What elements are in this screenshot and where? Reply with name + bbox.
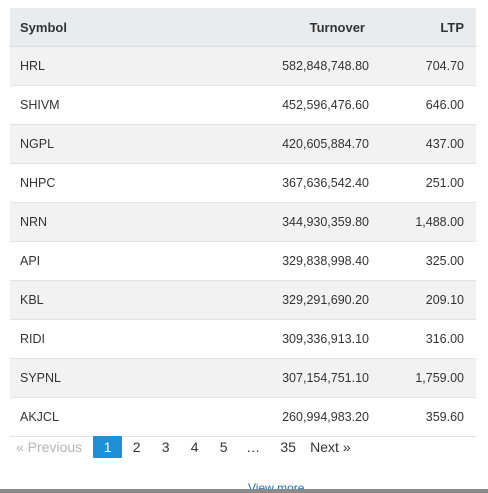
cell-ltp: 1,488.00 <box>369 202 476 242</box>
table-row: KBL 329,291,690.20 209.10 <box>10 280 476 320</box>
bottom-edge-bar <box>0 489 488 493</box>
cell-symbol: KBL <box>10 280 140 320</box>
table-row: HRL 582,848,748.80 704.70 <box>10 46 476 86</box>
page-2-button[interactable]: 2 <box>132 439 141 455</box>
table-row: SYPNL 307,154,751.10 1,759.00 <box>10 358 476 398</box>
cell-ltp: 316.00 <box>369 319 476 359</box>
view-more-link[interactable]: View more <box>248 482 305 489</box>
column-header-symbol[interactable]: Symbol <box>10 8 140 47</box>
cell-symbol: SHIVM <box>10 85 140 125</box>
table-row: RIDI 309,336,913.10 316.00 <box>10 319 476 359</box>
pagination-ellipsis: … <box>246 439 261 455</box>
cell-turnover: 307,154,751.10 <box>140 358 369 398</box>
cell-turnover: 329,291,690.20 <box>140 280 369 320</box>
cell-ltp: 359.60 <box>369 397 476 437</box>
cell-symbol: NGPL <box>10 124 140 164</box>
cell-turnover: 344,930,359.80 <box>140 202 369 242</box>
cell-ltp: 325.00 <box>369 241 476 281</box>
cell-ltp: 704.70 <box>369 46 476 86</box>
table-row: NGPL 420,605,884.70 437.00 <box>10 124 476 164</box>
cell-ltp: 646.00 <box>369 85 476 125</box>
column-header-turnover[interactable]: Turnover <box>140 8 369 47</box>
page-3-button[interactable]: 3 <box>161 439 170 455</box>
cell-symbol: NRN <box>10 202 140 242</box>
cell-turnover: 367,636,542.40 <box>140 163 369 203</box>
cell-turnover: 260,994,983.20 <box>140 397 369 437</box>
cell-turnover: 582,848,748.80 <box>140 46 369 86</box>
turnover-table: Symbol Turnover LTP HRL 582,848,748.80 7… <box>10 8 476 437</box>
cell-turnover: 420,605,884.70 <box>140 124 369 164</box>
pagination: « Previous 1 2 3 4 5 … 35 Next » <box>16 436 351 458</box>
previous-page-button[interactable]: « Previous <box>16 439 83 455</box>
table-header-row: Symbol Turnover LTP <box>10 8 476 47</box>
turnover-table-container: Symbol Turnover LTP HRL 582,848,748.80 7… <box>10 8 476 437</box>
cell-turnover: 329,838,998.40 <box>140 241 369 281</box>
table-row: NHPC 367,636,542.40 251.00 <box>10 163 476 203</box>
page-5-button[interactable]: 5 <box>219 439 228 455</box>
page-4-button[interactable]: 4 <box>190 439 199 455</box>
next-page-button[interactable]: Next » <box>310 439 351 455</box>
table-row: API 329,838,998.40 325.00 <box>10 241 476 281</box>
table-row: NRN 344,930,359.80 1,488.00 <box>10 202 476 242</box>
cell-ltp: 437.00 <box>369 124 476 164</box>
page-35-button[interactable]: 35 <box>280 439 296 455</box>
table-row: AKJCL 260,994,983.20 359.60 <box>10 397 476 437</box>
cell-symbol: HRL <box>10 46 140 86</box>
cell-symbol: AKJCL <box>10 397 140 437</box>
cell-symbol: SYPNL <box>10 358 140 398</box>
column-header-ltp[interactable]: LTP <box>369 8 476 47</box>
cell-symbol: NHPC <box>10 163 140 203</box>
cell-ltp: 251.00 <box>369 163 476 203</box>
cell-symbol: RIDI <box>10 319 140 359</box>
cell-ltp: 209.10 <box>369 280 476 320</box>
cell-symbol: API <box>10 241 140 281</box>
cell-ltp: 1,759.00 <box>369 358 476 398</box>
cell-turnover: 452,596,476.60 <box>140 85 369 125</box>
cell-turnover: 309,336,913.10 <box>140 319 369 359</box>
page-1-button[interactable]: 1 <box>93 436 123 458</box>
table-row: SHIVM 452,596,476.60 646.00 <box>10 85 476 125</box>
